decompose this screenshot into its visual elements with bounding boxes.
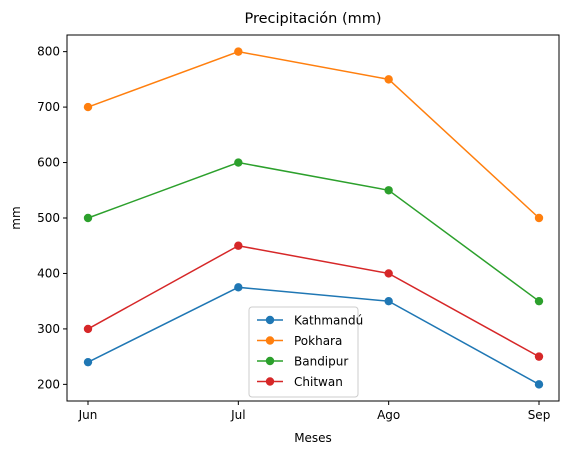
y-tick-label: 800 bbox=[37, 45, 60, 59]
legend-swatch-marker bbox=[265, 356, 275, 366]
data-point bbox=[384, 269, 393, 278]
data-point bbox=[534, 213, 544, 223]
series-line bbox=[87, 50, 540, 219]
data-point bbox=[234, 283, 243, 292]
x-axis: Jun Jul Ago Sep bbox=[78, 401, 551, 422]
y-tick-label: 700 bbox=[37, 100, 60, 114]
data-point bbox=[83, 357, 93, 367]
data-point bbox=[534, 380, 544, 389]
legend-box bbox=[248, 306, 359, 398]
legend-item: Bandipur bbox=[257, 355, 348, 369]
legend-item: Pokhara bbox=[257, 334, 342, 348]
y-axis: 200 300 400 500 600 700 800 bbox=[37, 45, 67, 391]
series-line bbox=[87, 244, 540, 358]
series-line bbox=[87, 286, 540, 386]
y-tick-label: 600 bbox=[37, 156, 60, 170]
series-kathmandú bbox=[83, 283, 544, 389]
x-tick-label: Jun bbox=[78, 408, 98, 422]
legend-swatch-marker bbox=[265, 315, 275, 325]
data-point bbox=[234, 241, 243, 250]
legend-label: Chitwan bbox=[294, 375, 343, 389]
legend-label: Bandipur bbox=[294, 355, 348, 369]
series-pokhara bbox=[83, 47, 544, 223]
y-tick-label: 300 bbox=[37, 322, 60, 336]
data-point bbox=[83, 324, 93, 334]
legend-item: Chitwan bbox=[257, 375, 343, 389]
data-point bbox=[384, 186, 393, 195]
x-tick-label: Jul bbox=[230, 408, 245, 422]
legend-label: Pokhara bbox=[294, 334, 342, 348]
data-point bbox=[384, 296, 393, 306]
chart-title: Precipitación (mm) bbox=[244, 11, 381, 27]
x-axis-title: Meses bbox=[294, 431, 332, 445]
data-point bbox=[234, 158, 243, 167]
data-point bbox=[534, 296, 544, 306]
data-point bbox=[384, 75, 393, 84]
x-tick-label: Sep bbox=[528, 408, 551, 422]
legend-swatch-marker bbox=[265, 377, 275, 386]
legend-label: Kathmandú bbox=[294, 314, 363, 328]
data-point bbox=[83, 102, 93, 112]
data-point bbox=[83, 213, 93, 223]
legend-swatch-marker bbox=[265, 336, 275, 345]
legend: Kathmandú Pokhara Bandipur Chitwan bbox=[248, 306, 363, 398]
x-tick-label: Ago bbox=[377, 408, 400, 422]
series-layer bbox=[83, 47, 544, 389]
y-axis-title: mm bbox=[9, 206, 23, 229]
data-point bbox=[534, 352, 544, 361]
y-tick-label: 200 bbox=[37, 377, 60, 391]
series-line bbox=[87, 161, 540, 302]
series-bandipur bbox=[83, 158, 544, 306]
plot-frame bbox=[66, 34, 560, 402]
legend-item: Kathmandú bbox=[257, 314, 363, 328]
y-tick-label: 500 bbox=[37, 211, 60, 225]
data-point bbox=[234, 47, 243, 56]
series-chitwan bbox=[83, 241, 544, 361]
y-tick-label: 400 bbox=[37, 266, 60, 280]
